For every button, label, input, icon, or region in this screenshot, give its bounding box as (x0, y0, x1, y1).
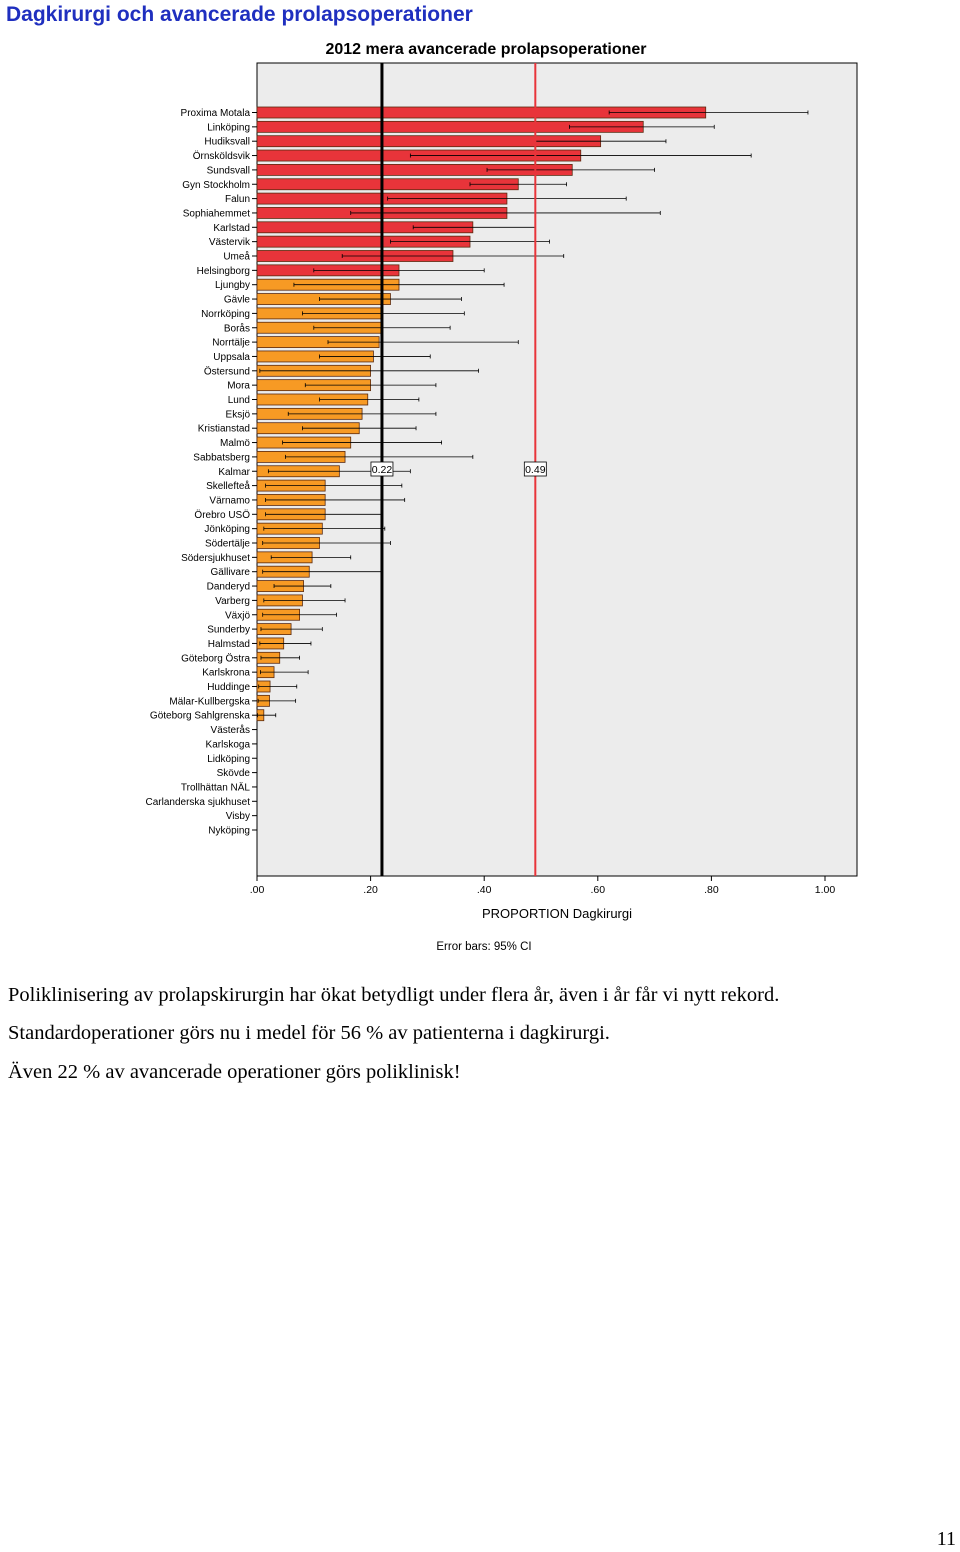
x-tick-label: 1.00 (815, 884, 836, 896)
category-label: Södertälje (205, 539, 250, 550)
paragraph-3: Även 22 % av avancerade operationer görs… (8, 1061, 461, 1083)
category-label: Karlskrona (202, 668, 250, 679)
category-labels: Proxima Motala Linköping Hudiksvall Örnsköl… (146, 108, 257, 837)
page-heading: Dagkirurgi och avancerade prolapsoperati… (6, 3, 473, 26)
category-label: Västerås (211, 724, 250, 736)
category-label: Karlskoga (206, 739, 251, 750)
category-label: Örebro USÖ (194, 509, 250, 521)
x-axis: .00 .20 .40 .60 .80 1.00 (250, 876, 836, 896)
category-label: Sundsvall (207, 165, 250, 176)
category-label: Nyköping (208, 826, 250, 837)
x-tick-label: .80 (704, 884, 719, 896)
x-tick-label: .40 (477, 884, 492, 896)
paragraph-2: Standardoperationer görs nu i medel för … (8, 1022, 610, 1044)
category-label: Norrköping (201, 309, 250, 320)
category-label: Halmstad (208, 639, 250, 650)
error-bars-note: Error bars: 95% CI (436, 941, 531, 953)
category-label: Östersund (204, 365, 250, 377)
reference-lines: 0.22 0.49 (370, 63, 547, 876)
category-label: Sunderby (207, 625, 250, 636)
reference-label-box (523, 461, 547, 477)
category-label: Mälar-Kullbergska (169, 696, 250, 707)
chart-title: 2012 mera avancerade prolapsoperationer (325, 41, 646, 58)
category-label: Sabbatsberg (193, 452, 250, 463)
category-label: Norrtälje (212, 338, 250, 349)
category-label: Falun (225, 194, 250, 205)
category-label: Skellefteå (206, 480, 250, 492)
category-label: Kalmar (218, 467, 250, 478)
category-label: Linköping (207, 122, 250, 133)
category-label: Varberg (215, 596, 250, 607)
category-label: Södersjukhuset (181, 553, 250, 564)
paragraph-1: Poliklinisering av prolapskirurgin har ö… (8, 984, 780, 1006)
category-label: Lund (228, 395, 250, 406)
category-label: Borås (224, 322, 250, 334)
category-label: Göteborg Östra (181, 652, 250, 664)
x-tick-label: .00 (250, 884, 265, 896)
category-label: Helsingborg (197, 266, 250, 277)
reference-label-box (370, 461, 394, 477)
category-label: Sophiahemmet (183, 208, 250, 219)
x-tick-label: .60 (590, 884, 605, 896)
category-label: Karlstad (213, 223, 250, 234)
category-label: Eksjö (226, 409, 251, 420)
category-label: Trollhättan NÄL (181, 781, 251, 793)
category-label: Växjö (225, 610, 250, 621)
category-label: Västervik (209, 237, 251, 248)
category-label: Gällivare (211, 567, 251, 578)
x-tick-label: .20 (363, 884, 378, 896)
category-label: Mora (227, 381, 250, 392)
category-label: Umeå (223, 251, 250, 263)
category-label: Gyn Stockholm (182, 180, 250, 191)
reference-label: 0.22 (372, 464, 393, 476)
category-label: Värnamo (209, 495, 250, 506)
category-label: Jönköping (204, 524, 250, 535)
category-label: Carlanderska sjukhuset (146, 797, 251, 808)
category-label: Skövde (217, 768, 251, 779)
category-label: Hudiksvall (204, 137, 250, 148)
category-label: Örnsköldsvik (193, 150, 251, 162)
category-label: Malmö (220, 438, 250, 449)
reference-label: 0.49 (525, 464, 546, 476)
category-label: Uppsala (213, 352, 250, 363)
category-label: Huddinge (207, 682, 250, 693)
category-label: Kristianstad (198, 424, 250, 435)
x-axis-label: PROPORTION Dagkirurgi (482, 906, 632, 921)
bar-chart: 2012 mera avancerade prolapsoperationer … (146, 41, 858, 953)
category-label: Lidköping (207, 754, 250, 765)
page-number: 11 (936, 1528, 956, 1550)
category-label: Gävle (224, 295, 251, 306)
category-label: Proxima Motala (181, 108, 251, 119)
category-label: Göteborg Sahlgrenska (150, 711, 251, 722)
category-label: Danderyd (207, 582, 250, 593)
category-label: Ljungby (215, 280, 250, 291)
category-label: Visby (226, 811, 250, 822)
